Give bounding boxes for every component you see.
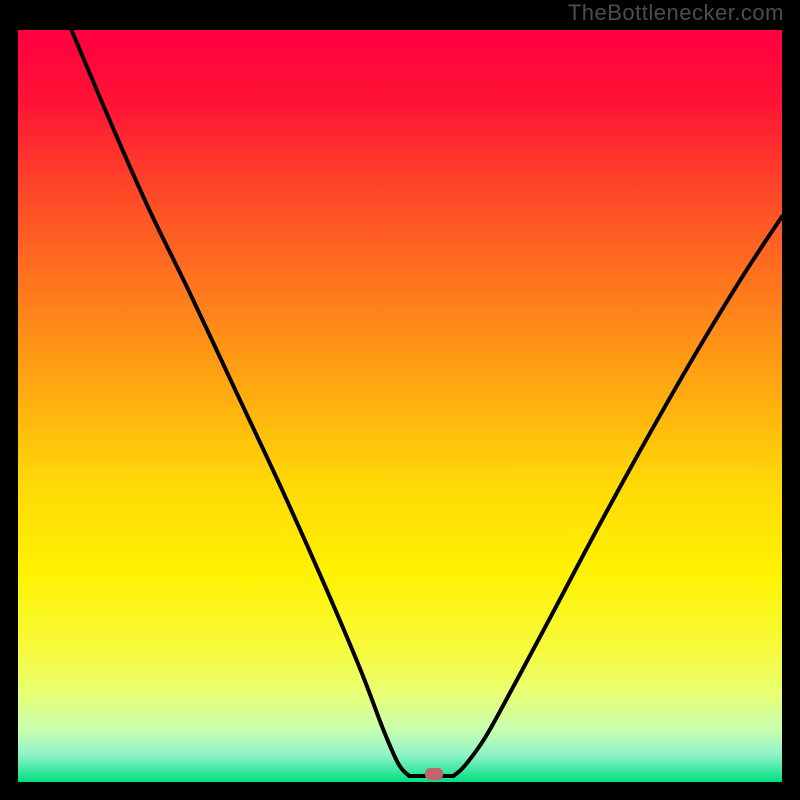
watermark-text: TheBottleneсker.com [568, 0, 784, 26]
optimum-marker [425, 768, 443, 780]
plot-area [18, 30, 782, 782]
chart-container: TheBottleneсker.com [0, 0, 800, 800]
bottleneck-curve [18, 30, 782, 782]
